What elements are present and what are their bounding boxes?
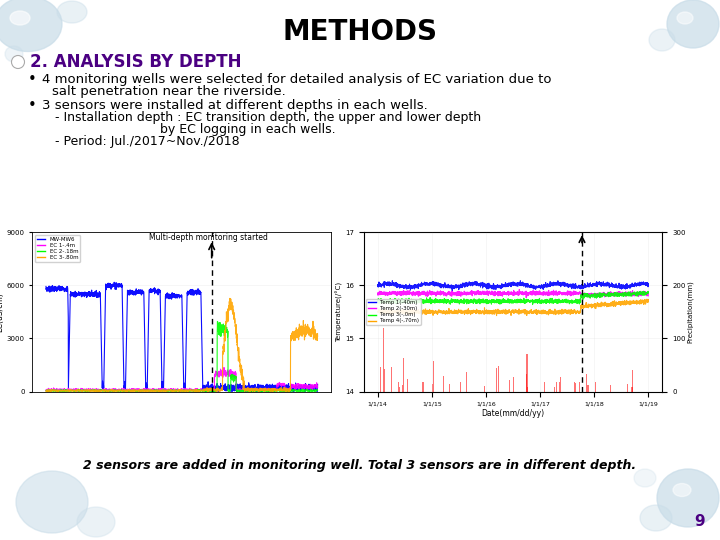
Ellipse shape (0, 0, 62, 51)
Bar (579, 382, 580, 392)
Ellipse shape (673, 483, 691, 496)
Text: 3 sensors were installed at different depths in each wells.: 3 sensors were installed at different de… (42, 98, 428, 111)
Ellipse shape (77, 507, 115, 537)
Text: 4 monitoring wells were selected for detailed analysis of EC variation due to: 4 monitoring wells were selected for det… (42, 73, 552, 86)
Text: Multi-depth monitoring started: Multi-depth monitoring started (149, 233, 268, 242)
Bar (595, 382, 596, 392)
Y-axis label: Temperature(/°C): Temperature(/°C) (336, 282, 343, 342)
Bar (632, 370, 634, 392)
Text: by EC logging in each wells.: by EC logging in each wells. (160, 124, 336, 137)
Bar (466, 372, 467, 392)
Bar (433, 361, 434, 392)
Text: 9: 9 (695, 515, 706, 530)
Bar (407, 379, 408, 392)
Ellipse shape (657, 469, 719, 527)
Bar (398, 382, 399, 392)
Bar (402, 359, 404, 392)
X-axis label: Date(mm/dd/yy): Date(mm/dd/yy) (482, 409, 544, 418)
Bar (586, 374, 588, 392)
Ellipse shape (667, 0, 719, 48)
Bar (610, 385, 611, 392)
Bar (527, 387, 528, 392)
Text: METHODS: METHODS (282, 18, 438, 46)
Text: salt penetration near the riverside.: salt penetration near the riverside. (52, 84, 286, 98)
Y-axis label: Precipitation(mm): Precipitation(mm) (687, 280, 693, 343)
Text: •: • (27, 98, 37, 112)
Bar (498, 366, 499, 391)
Bar (575, 383, 577, 392)
Bar (382, 328, 384, 392)
Circle shape (12, 56, 24, 69)
Ellipse shape (10, 11, 30, 25)
Ellipse shape (57, 1, 87, 23)
Ellipse shape (5, 46, 23, 62)
Bar (526, 354, 528, 391)
Bar (399, 387, 400, 392)
Text: •: • (27, 72, 37, 87)
Bar (631, 388, 633, 392)
Bar (391, 367, 392, 392)
Bar (509, 380, 510, 392)
Bar (574, 382, 575, 392)
Ellipse shape (640, 505, 672, 531)
Legend: Temp 1(-40m), Temp 2(-30m), Temp 3(-,0m), Temp 4(-,70m): Temp 1(-40m), Temp 2(-30m), Temp 3(-,0m)… (366, 299, 420, 325)
Ellipse shape (634, 469, 656, 487)
Y-axis label: EC(uS/cm): EC(uS/cm) (0, 292, 4, 332)
Text: - Period: Jul./2017~Nov./2018: - Period: Jul./2017~Nov./2018 (55, 136, 240, 148)
Bar (627, 384, 628, 392)
Bar (544, 382, 545, 392)
Ellipse shape (649, 29, 675, 51)
Text: 2. ANALYSIS BY DEPTH: 2. ANALYSIS BY DEPTH (30, 53, 241, 71)
Bar (484, 386, 485, 392)
Bar (495, 368, 497, 392)
Bar (449, 384, 450, 392)
Text: 2 sensors are added in monitoring well. Total 3 sensors are in different depth.: 2 sensors are added in monitoring well. … (84, 458, 636, 471)
Bar (380, 367, 381, 392)
Text: - Installation depth : EC transition depth, the upper and lower depth: - Installation depth : EC transition dep… (55, 111, 481, 125)
Bar (588, 386, 589, 392)
Bar (513, 377, 514, 392)
Ellipse shape (16, 471, 88, 533)
Legend: MW-MW6, EC 1-.4m, EC 2-.18m, EC 3-.80m: MW-MW6, EC 1-.4m, EC 2-.18m, EC 3-.80m (35, 235, 80, 262)
Ellipse shape (677, 12, 693, 24)
Bar (459, 382, 461, 392)
Bar (560, 377, 561, 392)
Bar (587, 386, 588, 392)
Bar (559, 382, 560, 392)
